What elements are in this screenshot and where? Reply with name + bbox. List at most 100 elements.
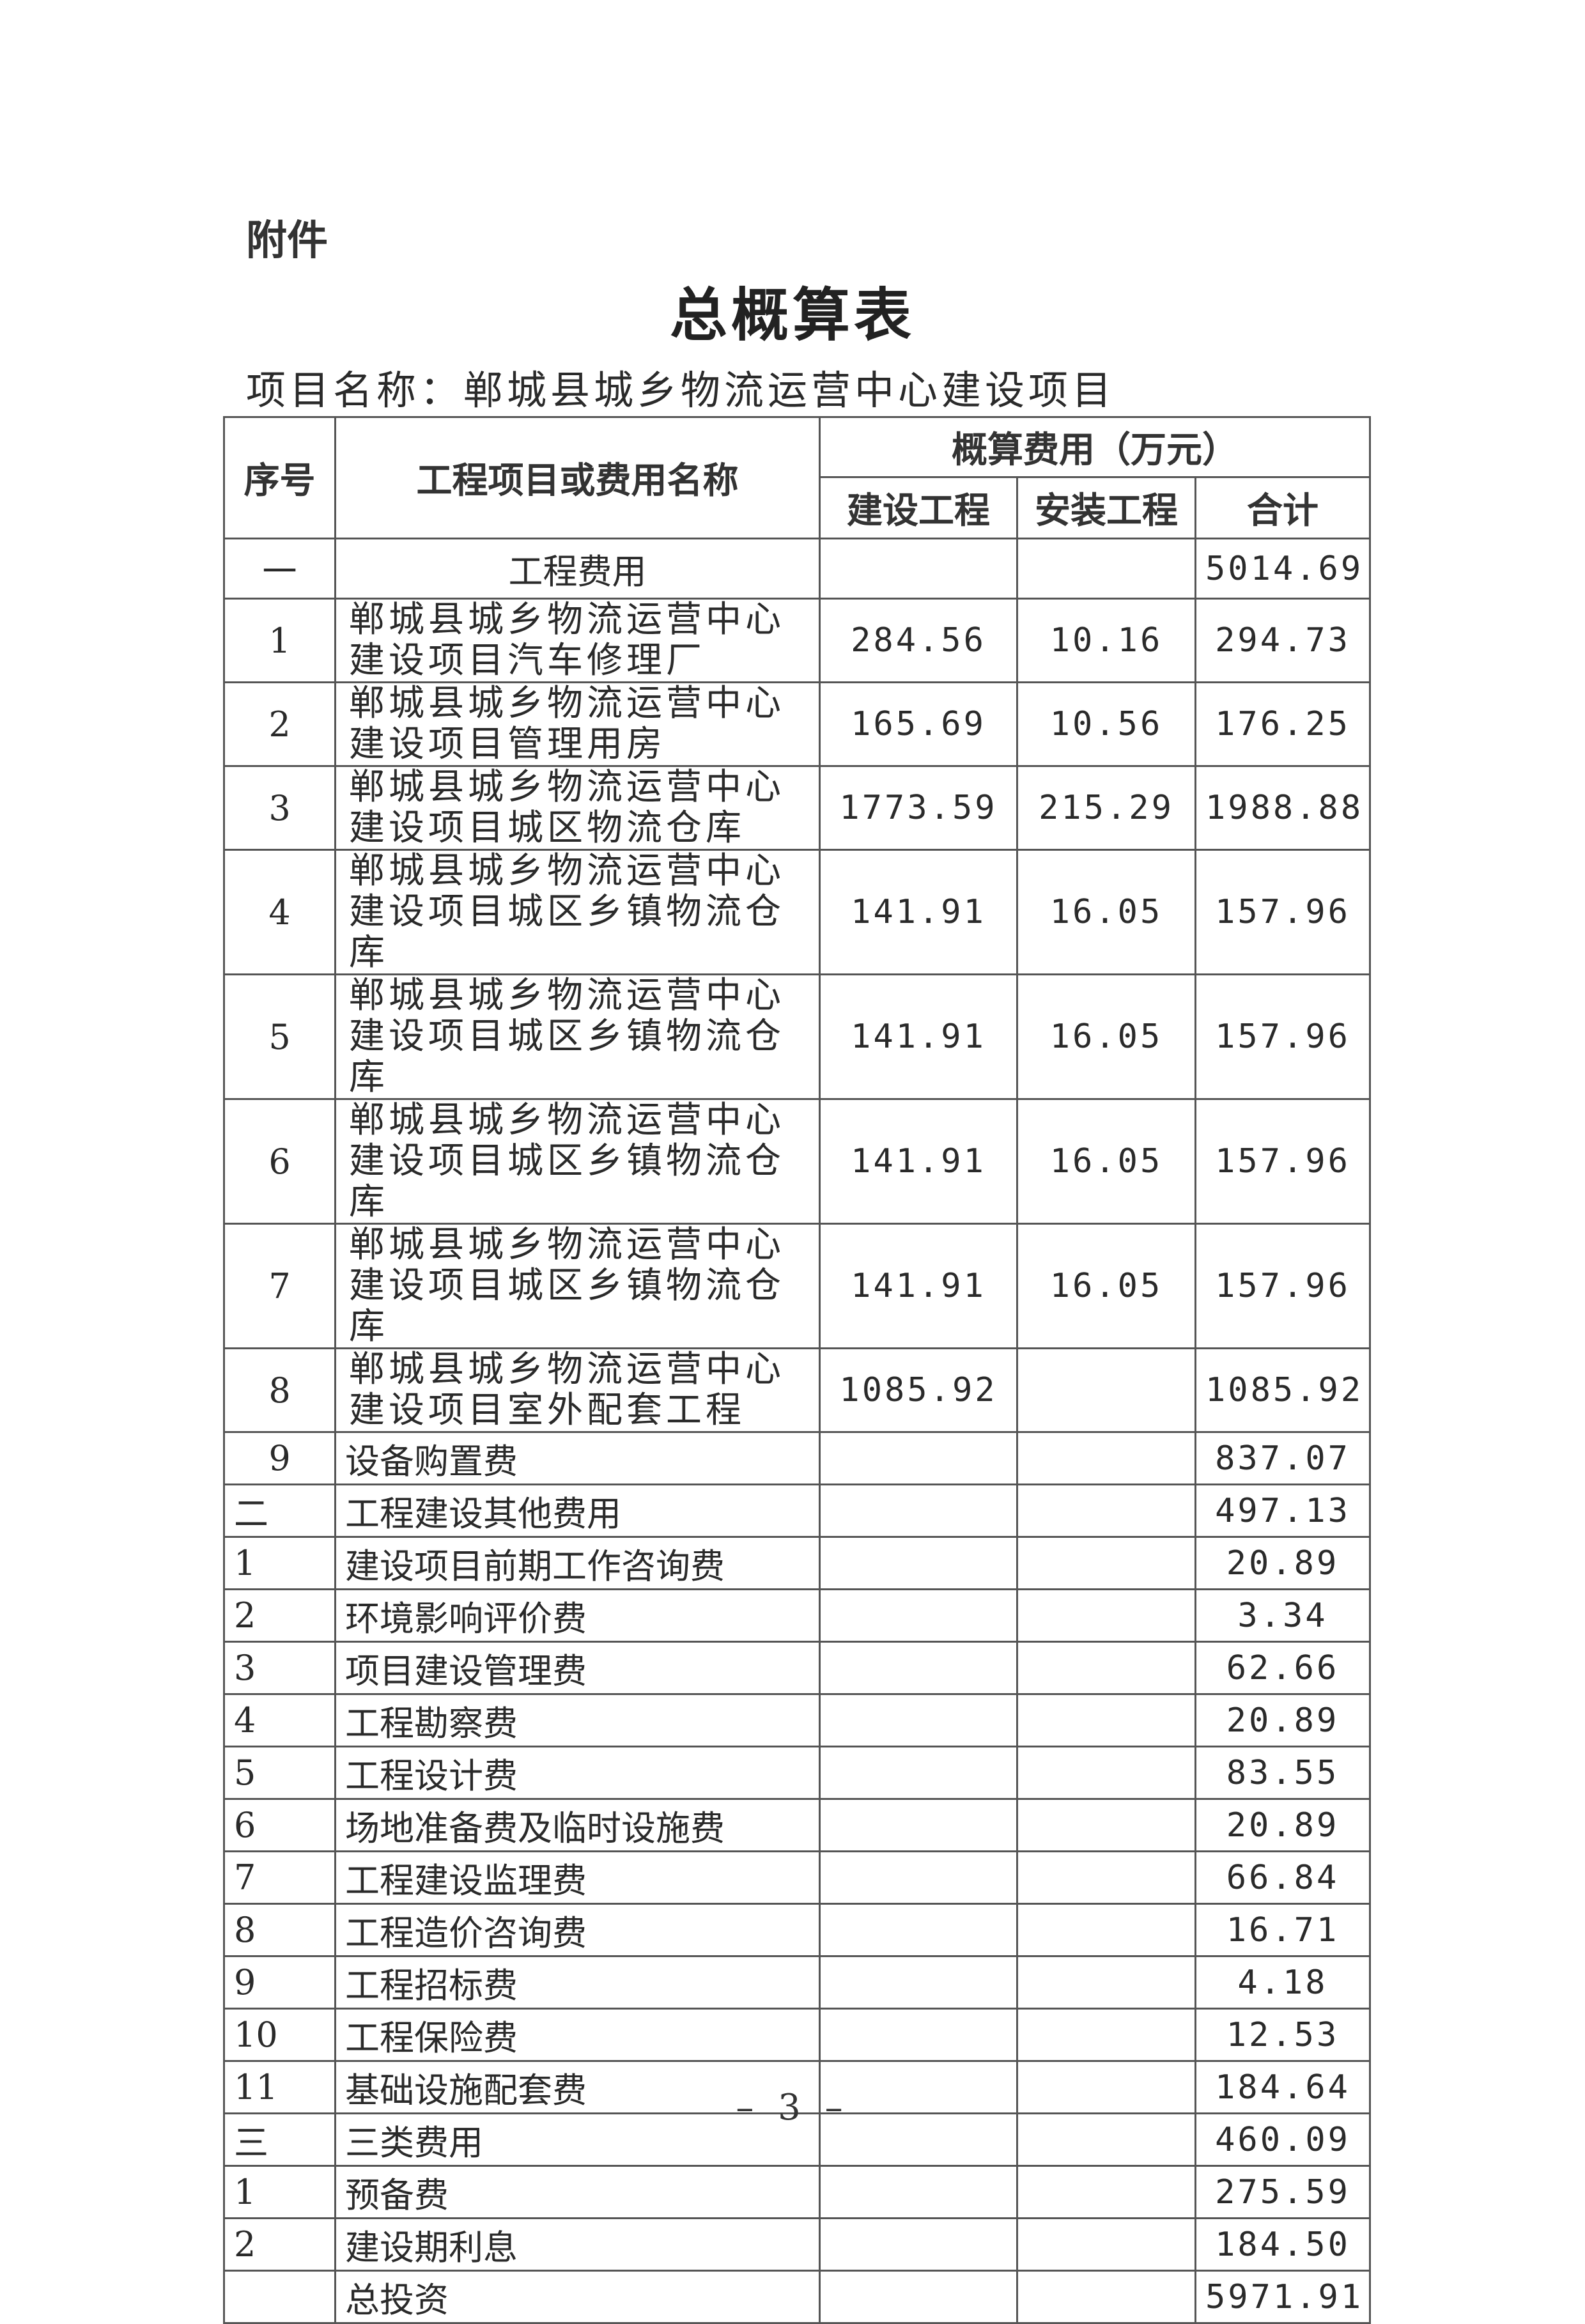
header-total: 合计 xyxy=(1194,476,1372,539)
row-seq: 8 xyxy=(223,1347,336,1433)
row-installation-cost: 215.29 xyxy=(1016,765,1196,851)
row-name: 建设项目前期工作咨询费 xyxy=(334,1536,821,1590)
row-construction-cost xyxy=(819,1536,1018,1590)
row-total-cost: 1988.88 xyxy=(1194,765,1372,851)
row-name: 郸城县城乡物流运营中心建设项目室外配套工程 xyxy=(334,1347,821,1433)
row-total-cost: 1085.92 xyxy=(1194,1347,1372,1433)
table-row: 三三类费用 460.09 xyxy=(223,2112,1372,2167)
table-row: 8 郸城县城乡物流运营中心建设项目室外配套工程 1085.92 1085.92 xyxy=(223,1347,1372,1433)
row-name: 工程造价咨询费 xyxy=(334,1903,821,1957)
table-row: 4 郸城县城乡物流运营中心建设项目城区乡镇物流仓库 141.91 16.05 157.9… xyxy=(223,849,1372,975)
table-row: 2 建设期利息 184.50 xyxy=(223,2217,1372,2272)
table-row: 2 郸城县城乡物流运营中心建设项目管理用房 165.69 10.56 176.25 xyxy=(223,681,1372,767)
row-total-cost: 3.34 xyxy=(1194,1588,1372,1643)
row-construction-cost: 284.56 xyxy=(819,598,1018,683)
row-name: 工程费用 xyxy=(334,538,821,600)
row-seq: 4 xyxy=(223,849,336,975)
row-installation-cost xyxy=(1016,1347,1196,1433)
row-seq: 3 xyxy=(223,765,336,851)
row-name: 基础设施配套费 xyxy=(334,2060,821,2114)
row-total-cost: 184.50 xyxy=(1194,2217,1372,2272)
row-name: 郸城县城乡物流运营中心建设项目城区乡镇物流仓库 xyxy=(334,973,821,1100)
row-seq: 5 xyxy=(223,973,336,1100)
row-construction-cost xyxy=(819,1431,1018,1485)
table-row: 总投资 5971.91 xyxy=(223,2270,1372,2324)
row-construction-cost xyxy=(819,1588,1018,1643)
table-row: 9 工程招标费 4.18 xyxy=(223,1955,1372,2010)
row-name: 预备费 xyxy=(334,2165,821,2219)
table-row: 5 郸城县城乡物流运营中心建设项目城区乡镇物流仓库 141.91 16.05 157.9… xyxy=(223,973,1372,1100)
row-installation-cost: 16.05 xyxy=(1016,973,1196,1100)
row-total-cost: 837.07 xyxy=(1194,1431,1372,1485)
row-installation-cost: 16.05 xyxy=(1016,1098,1196,1225)
row-installation-cost xyxy=(1016,2270,1196,2324)
row-installation-cost xyxy=(1016,1850,1196,1905)
row-total-cost: 66.84 xyxy=(1194,1850,1372,1905)
row-construction-cost xyxy=(819,1955,1018,2010)
row-installation-cost xyxy=(1016,2217,1196,2272)
row-name: 工程建设其他费用 xyxy=(334,1483,821,1538)
row-installation-cost xyxy=(1016,1588,1196,1643)
row-seq: 11 xyxy=(223,2060,336,2114)
row-installation-cost: 10.56 xyxy=(1016,681,1196,767)
row-name: 总投资 xyxy=(334,2270,821,2324)
table-row: 6 郸城县城乡物流运营中心建设项目城区乡镇物流仓库 141.91 16.05 157.9… xyxy=(223,1098,1372,1225)
row-construction-cost xyxy=(819,2270,1018,2324)
row-total-cost: 62.66 xyxy=(1194,1641,1372,1695)
row-construction-cost: 141.91 xyxy=(819,849,1018,975)
row-seq: 2 xyxy=(223,681,336,767)
row-name: 环境影响评价费 xyxy=(334,1588,821,1643)
row-seq: 2 xyxy=(223,1588,336,1643)
row-seq: 二 xyxy=(223,1483,336,1538)
row-construction-cost xyxy=(819,2060,1018,2114)
table-row: 6 场地准备费及临时设施费 20.89 xyxy=(223,1798,1372,1852)
table-row: 9 设备购置费 837.07 xyxy=(223,1431,1372,1485)
row-installation-cost: 16.05 xyxy=(1016,849,1196,975)
header-construction: 建设工程 xyxy=(819,476,1018,539)
page-number: – 3 – xyxy=(736,2087,849,2128)
table-row: 11 基础设施配套费 184.64 xyxy=(223,2060,1372,2114)
row-name: 工程保险费 xyxy=(334,2008,821,2062)
row-installation-cost xyxy=(1016,2165,1196,2219)
page-title: 总概算表 xyxy=(670,281,915,349)
row-construction-cost xyxy=(819,2165,1018,2219)
row-total-cost: 294.73 xyxy=(1194,598,1372,683)
row-seq: 8 xyxy=(223,1903,336,1957)
row-installation-cost xyxy=(1016,1798,1196,1852)
row-seq: 1 xyxy=(223,2165,336,2219)
row-name: 三类费用 xyxy=(334,2112,821,2167)
row-name: 设备购置费 xyxy=(334,1431,821,1485)
row-construction-cost: 1773.59 xyxy=(819,765,1018,851)
row-total-cost: 176.25 xyxy=(1194,681,1372,767)
row-name: 工程建设监理费 xyxy=(334,1850,821,1905)
row-installation-cost xyxy=(1016,1746,1196,1800)
row-construction-cost xyxy=(819,2008,1018,2062)
row-construction-cost xyxy=(819,2112,1018,2167)
row-installation-cost xyxy=(1016,1536,1196,1590)
row-seq: 一 xyxy=(223,538,336,600)
table-row: 二工程建设其他费用 497.13 xyxy=(223,1483,1372,1538)
row-seq: 7 xyxy=(223,1850,336,1905)
row-total-cost: 20.89 xyxy=(1194,1693,1372,1747)
row-installation-cost xyxy=(1016,1431,1196,1485)
row-seq: 6 xyxy=(223,1798,336,1852)
row-construction-cost: 141.91 xyxy=(819,1098,1018,1225)
row-construction-cost xyxy=(819,1746,1018,1800)
row-seq: 三 xyxy=(223,2112,336,2167)
table-row: 7 工程建设监理费 66.84 xyxy=(223,1850,1372,1905)
row-name: 工程勘察费 xyxy=(334,1693,821,1747)
row-installation-cost: 16.05 xyxy=(1016,1223,1196,1349)
row-seq: 7 xyxy=(223,1223,336,1349)
header-installation: 安装工程 xyxy=(1016,476,1196,539)
row-seq xyxy=(223,2270,336,2324)
row-total-cost: 184.64 xyxy=(1194,2060,1372,2114)
row-construction-cost: 141.91 xyxy=(819,1223,1018,1349)
table-row: 5 工程设计费 83.55 xyxy=(223,1746,1372,1800)
row-name: 郸城县城乡物流运营中心建设项目城区物流仓库 xyxy=(334,765,821,851)
row-name: 建设期利息 xyxy=(334,2217,821,2272)
row-total-cost: 20.89 xyxy=(1194,1798,1372,1852)
row-seq: 2 xyxy=(223,2217,336,2272)
row-total-cost: 83.55 xyxy=(1194,1746,1372,1800)
budget-table: 序号 工程项目或费用名称 概算费用（万元） 建设工程 安装工程 合计 一工程费用… xyxy=(223,416,1372,2324)
row-construction-cost xyxy=(819,2217,1018,2272)
